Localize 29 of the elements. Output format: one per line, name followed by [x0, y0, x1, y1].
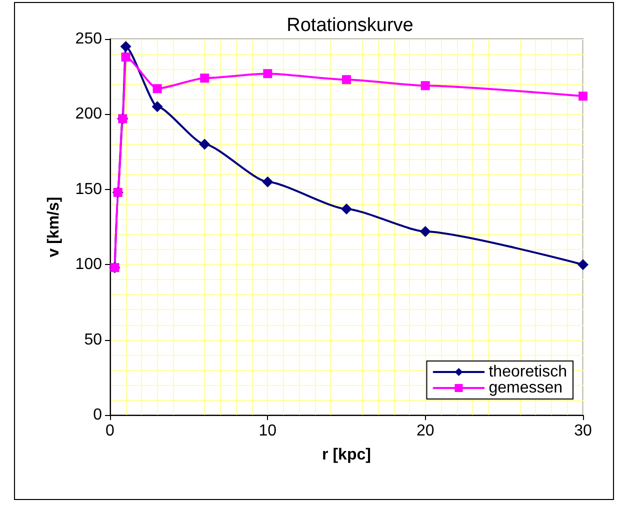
- y-tick-label: 150: [75, 180, 102, 198]
- x-tick-label: 0: [106, 422, 115, 440]
- x-tick-label: 30: [574, 422, 592, 440]
- point: [420, 81, 430, 90]
- point: [199, 138, 210, 150]
- point: [342, 75, 351, 84]
- legend-label: theoretisch: [488, 364, 567, 380]
- x-tick-label: 10: [258, 422, 277, 440]
- point: [341, 203, 352, 214]
- point: [152, 84, 162, 94]
- x-axis-title: r [kpc]: [322, 446, 371, 464]
- y-tick-label: 100: [75, 256, 102, 274]
- point: [578, 259, 588, 270]
- y-tick-label: 200: [75, 106, 102, 123]
- point: [121, 52, 130, 62]
- y-tick-label: 0: [93, 406, 102, 424]
- point: [152, 101, 163, 112]
- y-axis-title: v [km/s]: [46, 196, 62, 258]
- point: [420, 226, 431, 238]
- chart-title: Rotationskurve: [286, 15, 414, 36]
- point: [263, 69, 272, 78]
- point: [200, 74, 210, 83]
- y-tick-label: 250: [75, 30, 102, 48]
- point: [120, 41, 132, 52]
- point: [578, 92, 588, 101]
- x-tick-label: 20: [416, 422, 434, 440]
- y-tick-label: 50: [84, 331, 102, 348]
- point: [262, 176, 274, 188]
- legend-label: gemessen: [488, 380, 563, 396]
